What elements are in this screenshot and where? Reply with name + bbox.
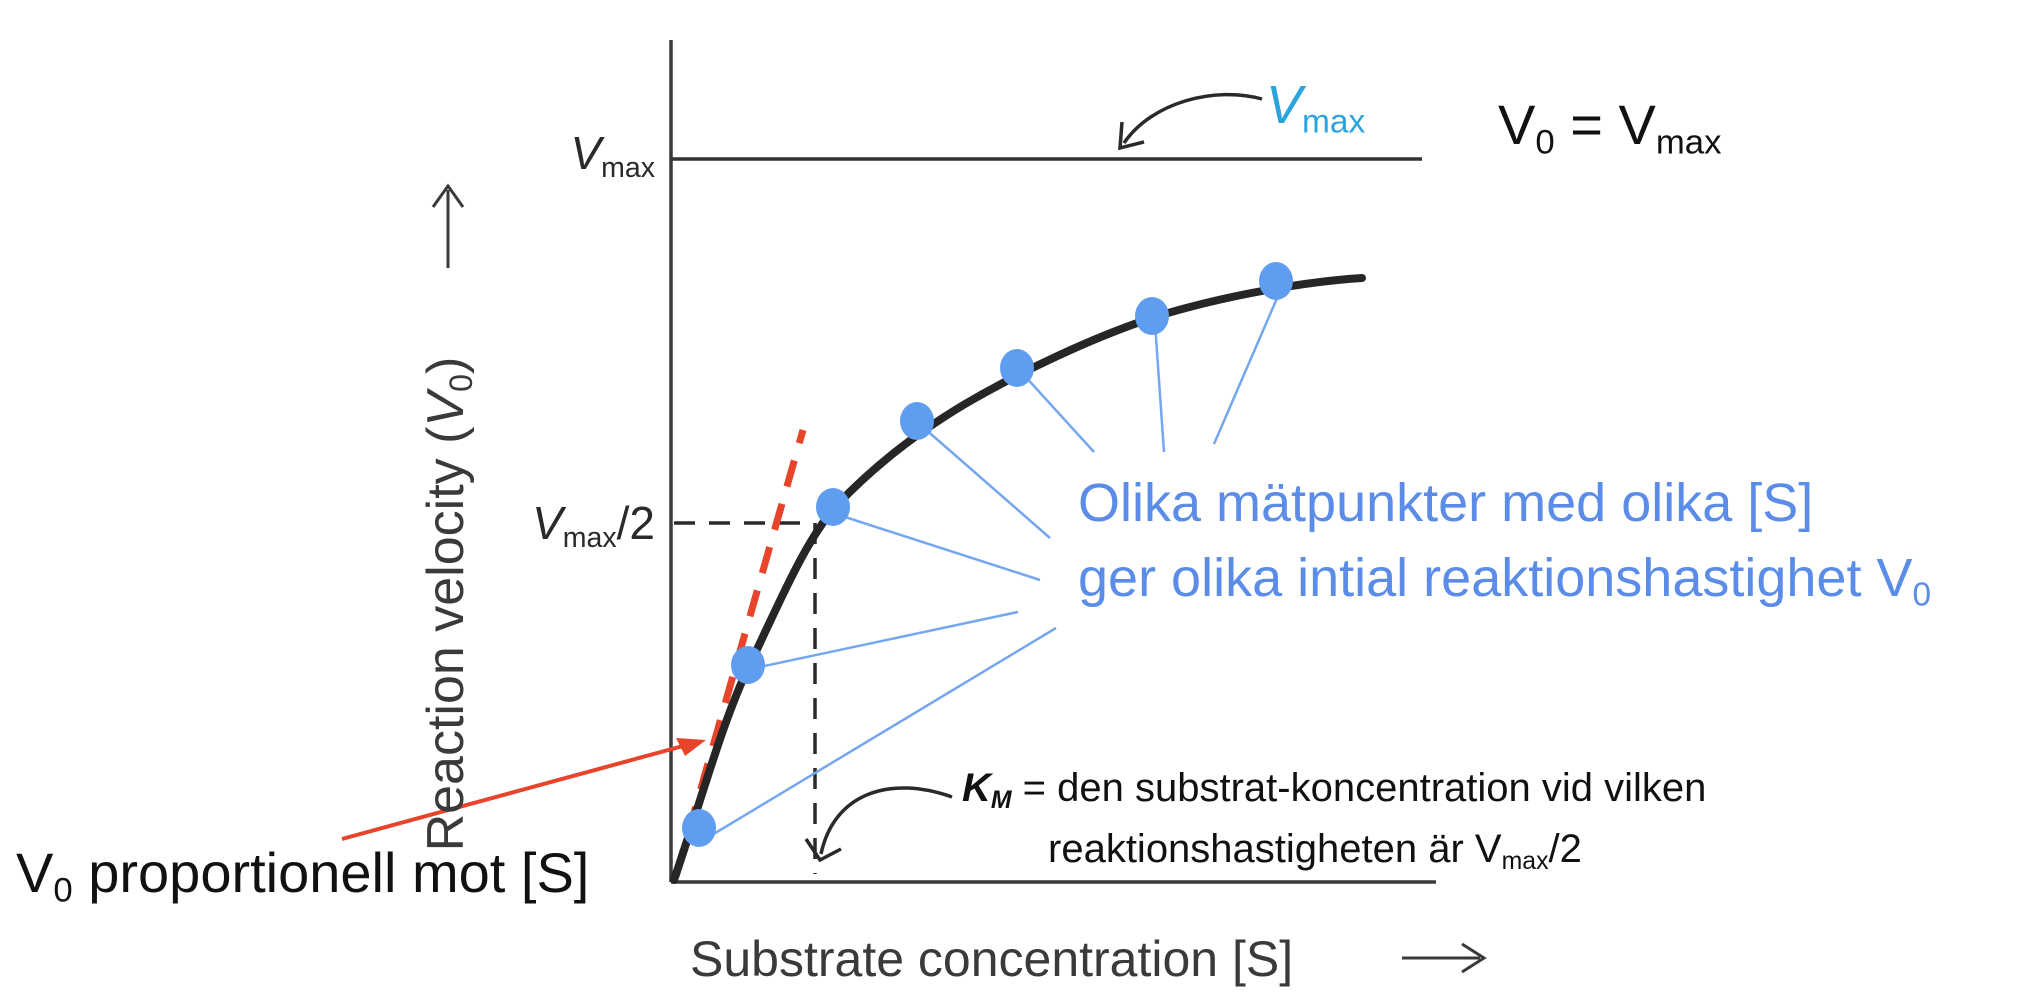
y-axis-label-pre: Reaction velocity ( (416, 426, 475, 852)
measurement-points-note: Olika mätpunkter med olika [S] ger olika… (1078, 466, 1931, 632)
vmax-half-tick-label: Vmax/2 (440, 496, 655, 555)
measurement-points-note-line2: ger olika intial reaktionshastighet V0 (1078, 541, 1931, 632)
v0-proportional-note: V0 proportionell mot [S] (16, 840, 589, 911)
prop-note-v: V (16, 841, 54, 904)
measurement-points-line2-text: ger olika intial reaktionshastighet V (1078, 548, 1913, 608)
vmax-half-tick-sub: max (562, 521, 617, 554)
connector-point-1 (706, 626, 1057, 840)
data-point-1 (682, 809, 716, 847)
v0eq-v2: V (1618, 93, 1656, 156)
data-point-4 (900, 402, 934, 440)
proportional-note-arrow (341, 738, 706, 841)
y-axis-label-v: V (416, 391, 475, 427)
measurement-points-note-line1: Olika mätpunkter med olika [S] (1078, 466, 1931, 541)
connector-point-7 (1212, 288, 1283, 445)
data-point-7 (1259, 262, 1293, 300)
km-definition-note: KM = den substrat-koncentration vid vilk… (962, 764, 1706, 886)
vmax-tick-label: Vmax (440, 126, 655, 185)
vmax-tick-v: V (570, 127, 602, 179)
vmax-callout-sub: max (1302, 103, 1366, 141)
km-note-line2-post: /2 (1548, 826, 1582, 871)
vmax-callout-arrow (1118, 92, 1263, 151)
km-note-line1-text: = den substrat-koncentration vid vilken (1011, 766, 1707, 810)
km-symbol: K (962, 766, 991, 810)
connector-point-6 (1153, 322, 1166, 453)
vmax-tick-sub: max (601, 151, 655, 184)
x-axis-label-text: Substrate concentration [S] (690, 931, 1294, 987)
prop-note-text: proportionell mot [S] (72, 841, 590, 904)
v0-equals-vmax-label: V0 = Vmax (1498, 92, 1721, 163)
vmax-half-tick-v: V (532, 497, 563, 549)
measurement-points-line2-sub: 0 (1912, 576, 1932, 614)
vmax-callout-label: Vmax (1266, 74, 1365, 141)
v0eq-sub2: max (1655, 123, 1722, 162)
prop-note-sub: 0 (53, 871, 73, 910)
v0eq-v1: V (1498, 93, 1536, 156)
connector-point-2 (754, 610, 1019, 670)
measurement-points-line1-text: Olika mätpunkter med olika [S] (1078, 473, 1814, 533)
data-point-3 (816, 488, 850, 526)
data-point-5 (1000, 349, 1034, 387)
y-axis-arrow (431, 183, 465, 268)
km-symbol-sub: M (990, 786, 1012, 814)
connector-point-5 (1022, 373, 1095, 453)
connector-point-4 (923, 427, 1051, 539)
v0eq-sub1: 0 (1535, 123, 1555, 162)
km-note-line1: KM = den substrat-koncentration vid vilk… (962, 764, 1706, 825)
data-point-6 (1135, 297, 1169, 335)
michaelis-menten-curve (670, 274, 1366, 884)
x-axis-label: Substrate concentration [S] (690, 930, 1293, 988)
km-note-line2-sub: max (1501, 847, 1549, 875)
km-note-line2: reaktionshastigheten är Vmax/2 (1048, 825, 1706, 886)
connector-point-3 (841, 514, 1041, 582)
y-axis-label-sub: 0 (443, 373, 480, 392)
km-note-line2-text: reaktionshastigheten är V (1048, 826, 1502, 871)
x-axis-arrow (1402, 942, 1487, 974)
point-callout-connectors (706, 288, 1283, 840)
vmax-callout-v: V (1266, 75, 1303, 135)
v0eq-mid: = (1554, 93, 1619, 156)
y-axis-label-post: ) (416, 356, 475, 374)
vmax-half-tick-post: /2 (616, 497, 655, 549)
data-points (682, 262, 1293, 847)
km-callout-arrow (804, 786, 953, 863)
y-axis-label: Reaction velocity (V0) (416, 274, 480, 934)
data-point-2 (731, 646, 765, 684)
